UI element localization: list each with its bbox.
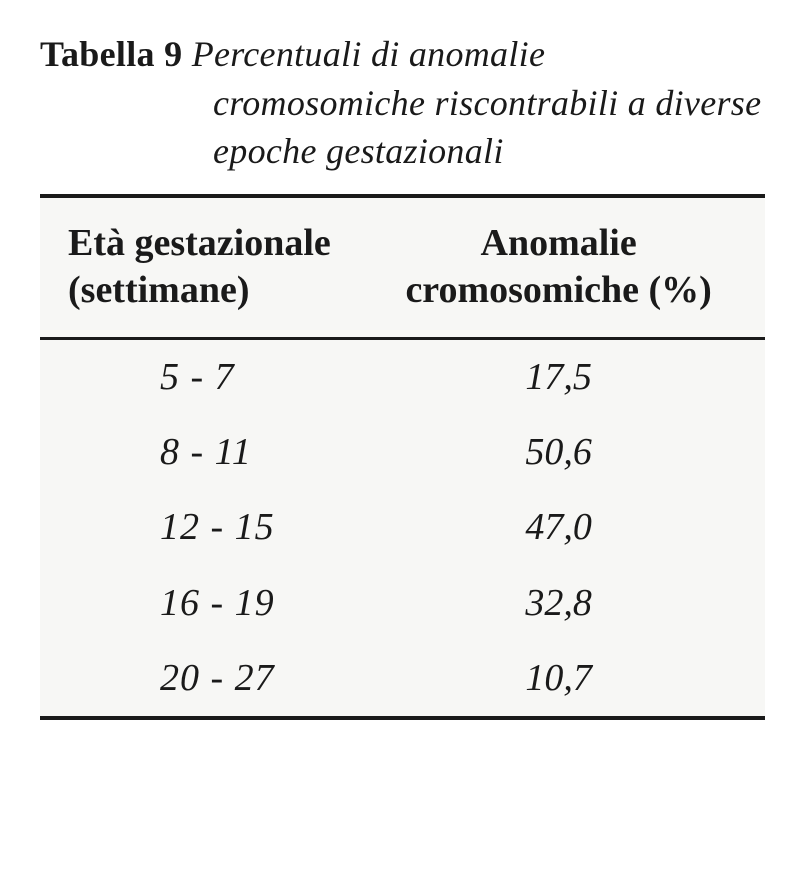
cell-value: 17,5 (382, 338, 765, 415)
data-table: Età gestazionale (settimane) Anomalie cr… (40, 194, 765, 720)
cell-age: 12 - 15 (40, 490, 382, 565)
col-header-value: Anomalie cromosomiche (%) (382, 196, 765, 339)
cell-age: 8 - 11 (40, 415, 382, 490)
cell-value: 32,8 (382, 566, 765, 641)
caption-line1: Percentuali di anomalie (192, 34, 546, 74)
caption-label: Tabella 9 (40, 34, 182, 74)
table-caption: Tabella 9 Percentuali di anomalie cromos… (40, 30, 765, 176)
table-row: 5 - 7 17,5 (40, 338, 765, 415)
table-row: 8 - 11 50,6 (40, 415, 765, 490)
cell-value: 50,6 (382, 415, 765, 490)
table-row: 16 - 19 32,8 (40, 566, 765, 641)
table-header-row: Età gestazionale (settimane) Anomalie cr… (40, 196, 765, 339)
table-row: 20 - 27 10,7 (40, 641, 765, 718)
col-header-age: Età gestazionale (settimane) (40, 196, 382, 339)
table-row: 12 - 15 47,0 (40, 490, 765, 565)
cell-value: 10,7 (382, 641, 765, 718)
col-header-age-line1: Età gestazionale (68, 222, 331, 264)
cell-age: 20 - 27 (40, 641, 382, 718)
cell-age: 5 - 7 (40, 338, 382, 415)
col-header-value-line2: cromosomiche (%) (405, 269, 711, 311)
table-body: 5 - 7 17,5 8 - 11 50,6 12 - 15 47,0 16 -… (40, 338, 765, 718)
col-header-value-line1: Anomalie (481, 222, 637, 264)
cell-value: 47,0 (382, 490, 765, 565)
caption-line2: cromosomiche riscontrabili a diverse (40, 79, 765, 128)
cell-age: 16 - 19 (40, 566, 382, 641)
col-header-age-line2: (settimane) (68, 269, 249, 311)
caption-line3: epoche gestazionali (40, 127, 765, 176)
page-container: Tabella 9 Percentuali di anomalie cromos… (0, 0, 805, 750)
